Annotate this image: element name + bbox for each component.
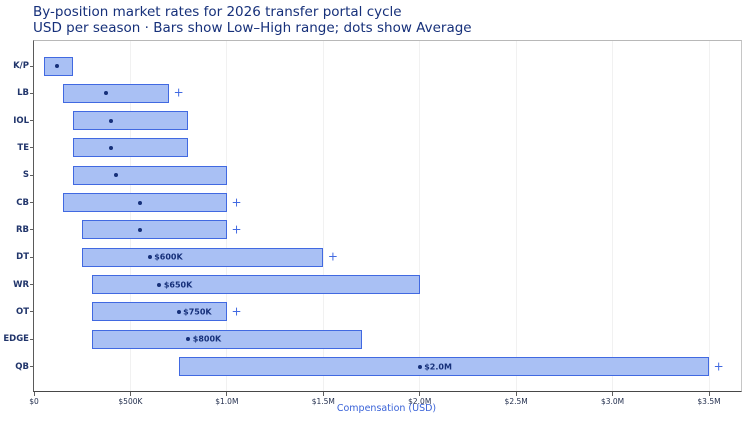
average-dot xyxy=(113,173,118,178)
y-axis-label: K/P xyxy=(13,61,29,71)
y-axis-label: WR xyxy=(13,279,29,290)
x-tick-mark xyxy=(419,392,421,396)
title-block: By-position market rates for 2026 transf… xyxy=(33,4,472,36)
y-axis-label: RB xyxy=(15,224,29,235)
x-tick-label: $1.0M xyxy=(215,397,239,406)
x-tick-mark xyxy=(322,392,324,396)
average-label: $2.0M xyxy=(424,362,452,372)
y-tick-mark xyxy=(30,147,34,149)
chart-subtitle: USD per season · Bars show Low–High rang… xyxy=(33,20,472,36)
x-tick-label: $2.5M xyxy=(504,397,528,406)
range-bar xyxy=(82,247,324,267)
y-tick-mark xyxy=(30,366,34,368)
average-label: $800K xyxy=(192,334,222,344)
range-bar xyxy=(62,193,227,213)
x-tick-label: $500K xyxy=(118,397,143,406)
y-tick-mark xyxy=(30,65,34,67)
average-dot xyxy=(186,337,191,342)
y-tick-mark xyxy=(30,256,34,258)
y-axis-label: LB xyxy=(17,88,29,99)
range-bar xyxy=(62,83,169,103)
x-tick-label: $1.5M xyxy=(311,397,335,406)
y-axis-label: DT xyxy=(16,252,29,263)
y-tick-mark xyxy=(30,92,34,94)
gridline xyxy=(419,41,421,391)
range-bar xyxy=(72,138,189,158)
average-label: $650K xyxy=(163,280,193,290)
x-tick-label: $2.0M xyxy=(408,397,432,406)
average-dot xyxy=(138,227,143,232)
x-tick-label: $0 xyxy=(29,397,39,406)
gridline xyxy=(226,41,228,391)
average-dot xyxy=(109,118,114,123)
y-tick-mark xyxy=(30,120,34,122)
x-tick-mark xyxy=(708,392,710,396)
y-tick-mark xyxy=(30,311,34,313)
plus-marker-icon: + xyxy=(173,85,184,100)
average-dot xyxy=(104,91,109,96)
plus-marker-icon: + xyxy=(231,222,242,237)
range-bar xyxy=(82,220,227,240)
average-dot xyxy=(55,64,60,68)
x-axis-label: Compensation (USD) xyxy=(336,403,437,414)
average-label: $750K xyxy=(183,307,212,317)
chart-title: By-position market rates for 2026 transf… xyxy=(33,4,402,20)
average-label: $600K xyxy=(154,252,183,262)
plus-marker-icon: + xyxy=(231,304,242,319)
plus-marker-icon: + xyxy=(713,359,724,374)
y-tick-mark xyxy=(30,229,34,231)
plot-area: $0 $500K $1.0M $1.5M $2.0M $2.5M $3.0M $3.5M K/P… xyxy=(3,40,742,406)
average-dot xyxy=(147,255,152,260)
y-axis-label: QB xyxy=(15,361,29,372)
range-bar xyxy=(72,111,189,131)
x-tick-mark xyxy=(612,392,614,396)
average-dot xyxy=(138,200,143,205)
gridline xyxy=(322,41,324,391)
gridline xyxy=(708,41,710,391)
y-axis-label: CB xyxy=(16,197,29,208)
y-tick-mark xyxy=(30,202,34,204)
y-axis-label: TE xyxy=(17,142,29,153)
y-tick-mark xyxy=(30,174,34,176)
plus-marker-icon: + xyxy=(231,195,242,210)
range-bar xyxy=(91,275,420,295)
y-axis-label: IOL xyxy=(13,115,29,126)
gridline xyxy=(612,41,614,391)
x-tick-mark xyxy=(33,392,35,396)
x-tick-label: $3.0M xyxy=(600,397,625,406)
x-tick-label: $3.5M xyxy=(697,397,721,406)
average-dot xyxy=(157,282,162,287)
range-bar xyxy=(91,329,362,349)
range-bar xyxy=(91,302,227,322)
plus-marker-icon: + xyxy=(327,249,338,264)
average-dot xyxy=(109,145,114,150)
range-bar xyxy=(178,357,709,377)
y-tick-mark xyxy=(30,284,34,286)
gridline xyxy=(129,41,131,391)
x-tick-mark xyxy=(129,392,131,396)
x-tick-mark xyxy=(226,392,228,396)
average-dot xyxy=(417,364,422,369)
y-tick-mark xyxy=(30,338,34,340)
x-tick-mark xyxy=(515,392,517,396)
range-bar xyxy=(72,165,227,185)
y-axis-label: OT xyxy=(15,306,29,317)
y-axis-label: EDGE xyxy=(3,334,29,345)
gridline xyxy=(515,41,517,391)
y-axis-label: S xyxy=(22,170,29,181)
average-dot xyxy=(176,309,181,314)
